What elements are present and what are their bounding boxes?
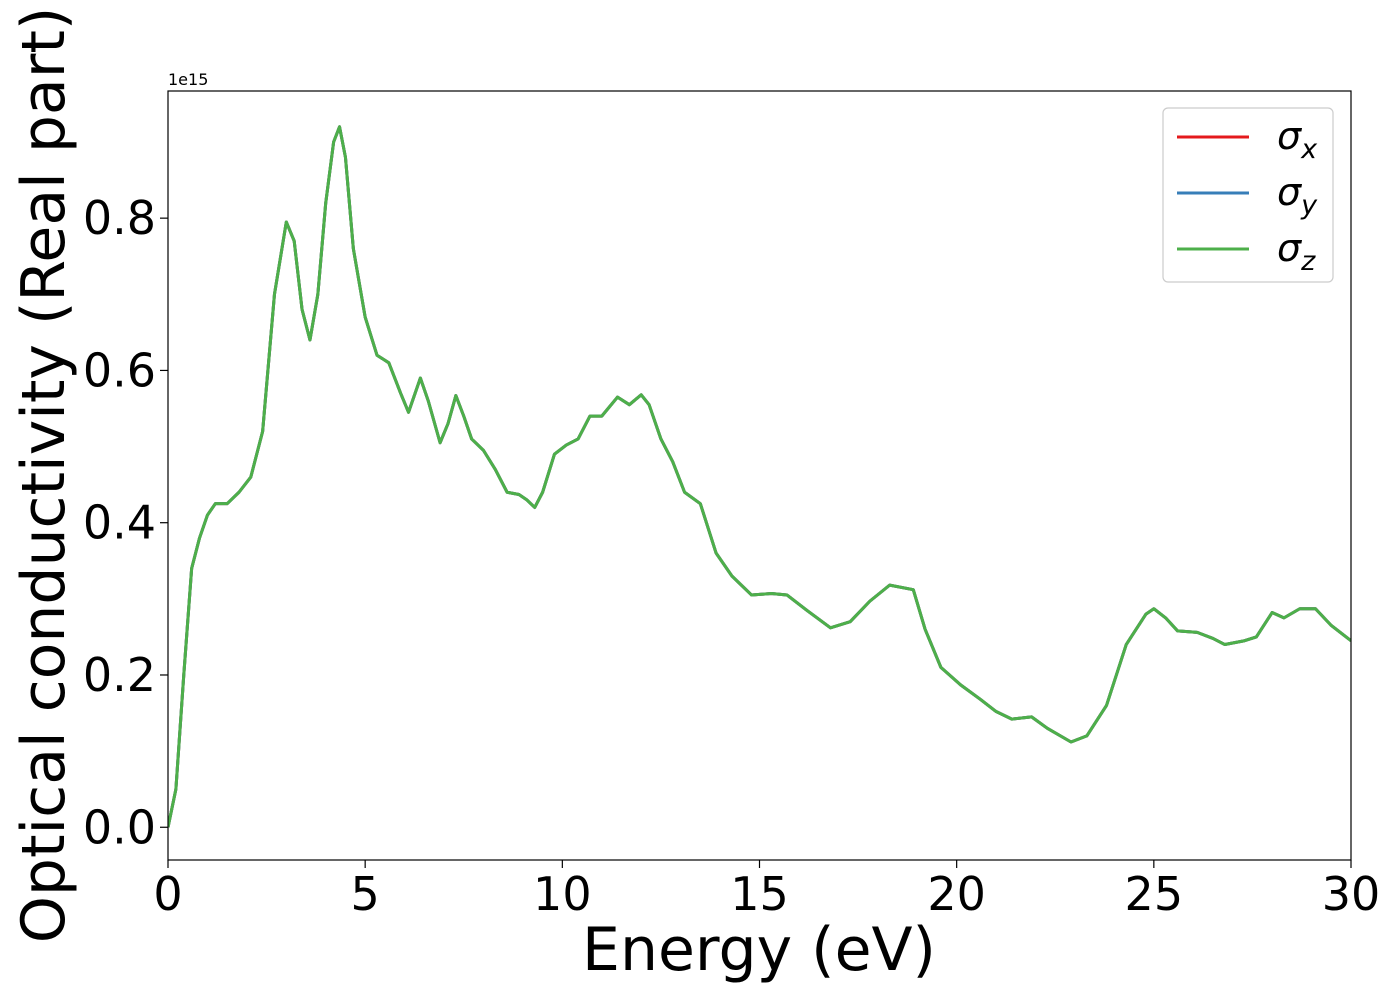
legend-box: [1162, 107, 1334, 283]
x-axis-label: Energy (eV): [582, 915, 936, 985]
x-tick-label: 0: [153, 867, 182, 921]
y-tick-label: 0.8: [83, 191, 156, 245]
x-tick-label: 15: [730, 867, 789, 921]
plot-frame: [167, 90, 1352, 861]
y-tick-label: 0.0: [83, 800, 156, 854]
legend-label: σx: [1277, 114, 1318, 165]
x-tick-label: 20: [927, 867, 986, 921]
y-axis-label: Optical conductivity (Real part): [9, 7, 79, 944]
x-tick-label: 5: [351, 867, 380, 921]
y-tick-label: 0.2: [83, 648, 156, 702]
y-tick-label: 0.6: [83, 343, 156, 397]
series-line: [168, 125, 1351, 828]
x-tick-label: 25: [1125, 867, 1184, 921]
x-tick-label: 10: [533, 867, 592, 921]
x-tick-label: 30: [1322, 867, 1381, 921]
y-offset-text: 1e15: [168, 70, 208, 89]
legend-label: σy: [1277, 170, 1318, 221]
legend-label: σz: [1277, 226, 1316, 277]
y-tick-label: 0.4: [83, 496, 156, 550]
